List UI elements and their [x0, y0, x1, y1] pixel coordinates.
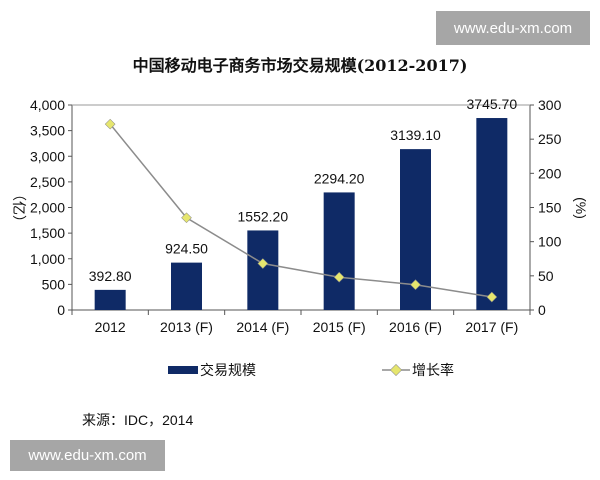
y-tick-label: 4,000: [30, 97, 65, 113]
x-tick-label: 2014 (F): [236, 319, 289, 335]
y-tick-label: 1,000: [30, 251, 65, 267]
y2-axis-label: (%): [573, 197, 589, 219]
y-tick-label: 3,000: [30, 148, 65, 164]
bar-data-label: 2294.20: [314, 170, 365, 186]
y-tick-label: 500: [42, 276, 66, 292]
bar: [94, 289, 126, 310]
x-tick-label: 2013 (F): [160, 319, 213, 335]
growth-line: [109, 123, 492, 298]
y-tick-label: 0: [57, 302, 65, 318]
y-tick-label: 1,500: [30, 225, 65, 241]
legend-item-line: 增长率: [382, 360, 454, 380]
bar: [323, 192, 355, 310]
x-tick-label: 2016 (F): [389, 319, 442, 335]
bar-data-label: 924.50: [165, 241, 208, 257]
y2-tick-label: 100: [538, 234, 562, 250]
y2-tick-label: 300: [538, 97, 562, 113]
bar: [247, 230, 279, 310]
bar-legend-swatch: [168, 366, 198, 374]
x-tick-label: 2012: [95, 319, 126, 335]
growth-point: [104, 118, 116, 130]
y2-tick-label: 150: [538, 200, 562, 216]
growth-point: [486, 291, 498, 303]
legend-item-bar: 交易规模: [168, 360, 256, 380]
growth-point: [181, 212, 192, 224]
legend-label-bar: 交易规模: [200, 362, 256, 378]
bar: [171, 262, 202, 310]
legend-label-line: 增长率: [412, 362, 454, 378]
bar-data-label: 1552.20: [238, 208, 289, 224]
y2-tick-label: 0: [538, 302, 546, 318]
x-tick-label: 2015 (F): [313, 319, 366, 335]
y-axis-label: （亿）: [11, 187, 27, 229]
bar-data-label: 3139.10: [390, 127, 441, 143]
line-legend-swatch: [382, 364, 410, 376]
growth-point: [410, 279, 421, 291]
watermark-top: www.edu-xm.com: [436, 11, 590, 45]
y2-tick-label: 50: [538, 268, 554, 284]
chart-title: 中国移动电子商务市场交易规模(2012-2017): [132, 56, 468, 75]
y2-tick-label: 200: [538, 165, 562, 181]
watermark-bottom: www.edu-xm.com: [10, 440, 165, 471]
bar-data-label: 3745.70: [467, 96, 518, 112]
y2-tick-label: 250: [538, 131, 562, 147]
y-tick-label: 2,000: [30, 200, 65, 216]
x-tick-label: 2017 (F): [465, 319, 518, 335]
bar: [476, 118, 508, 311]
source-note: 来源：IDC，2014: [82, 412, 194, 428]
bar-data-label: 392.80: [89, 268, 132, 284]
growth-point: [333, 271, 345, 283]
growth-point: [257, 258, 269, 269]
y-tick-label: 2,500: [30, 174, 65, 190]
y-tick-label: 3,500: [30, 123, 65, 139]
